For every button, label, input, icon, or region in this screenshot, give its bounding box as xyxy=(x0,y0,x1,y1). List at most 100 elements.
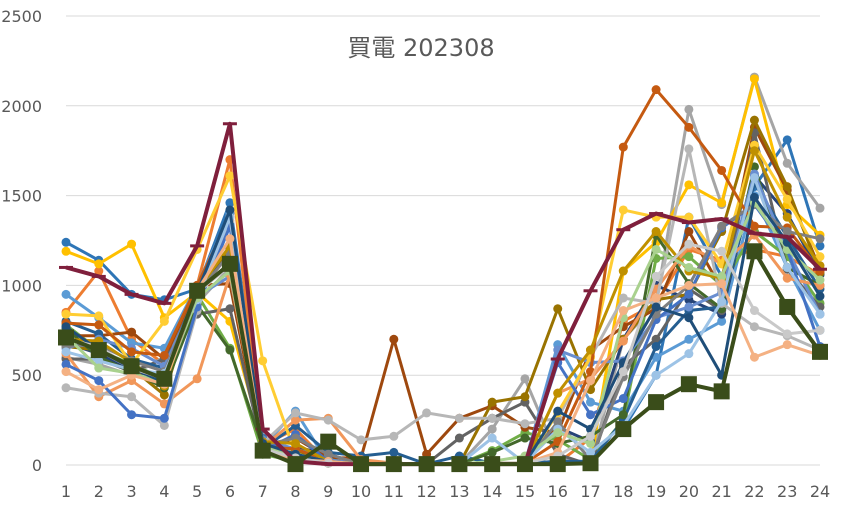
data-point xyxy=(553,388,563,398)
data-point xyxy=(159,390,169,400)
data-point xyxy=(782,158,792,168)
data-point xyxy=(225,304,235,314)
data-point xyxy=(680,376,697,393)
y-tick-label: 2500 xyxy=(1,7,42,26)
data-point xyxy=(684,262,694,272)
x-tick-label: 24 xyxy=(810,482,830,500)
data-point xyxy=(287,456,304,473)
data-point xyxy=(90,342,107,359)
data-point xyxy=(651,85,661,95)
data-point xyxy=(192,374,202,384)
data-point xyxy=(520,392,530,402)
data-point xyxy=(749,192,759,202)
data-point xyxy=(159,420,169,430)
data-point xyxy=(684,122,694,132)
data-point xyxy=(586,447,596,457)
data-point xyxy=(684,280,694,290)
data-point xyxy=(717,165,727,175)
data-point xyxy=(651,341,661,351)
y-tick-label: 1500 xyxy=(1,187,42,206)
x-tick-label: 16 xyxy=(548,482,568,500)
data-point xyxy=(684,144,694,154)
data-point xyxy=(553,304,563,314)
data-point xyxy=(94,385,104,395)
data-point xyxy=(94,259,104,269)
data-point xyxy=(254,442,271,459)
data-point xyxy=(618,266,628,276)
data-point xyxy=(618,336,628,346)
data-point xyxy=(389,431,399,441)
data-point xyxy=(156,370,173,387)
data-point xyxy=(61,383,71,393)
data-point xyxy=(615,421,632,438)
data-point xyxy=(782,262,792,272)
data-point xyxy=(127,410,137,420)
data-point xyxy=(389,447,399,457)
data-point xyxy=(582,455,599,472)
data-point xyxy=(618,306,628,316)
data-point xyxy=(815,275,825,285)
data-point xyxy=(159,413,169,423)
data-point xyxy=(717,279,727,289)
data-point xyxy=(290,408,300,418)
x-tick-label: 11 xyxy=(384,482,404,500)
data-point xyxy=(749,352,759,362)
data-point xyxy=(61,367,71,377)
data-point xyxy=(749,146,759,156)
data-point xyxy=(225,205,235,215)
data-point xyxy=(258,356,268,366)
x-tick-label: 12 xyxy=(416,482,436,500)
data-point xyxy=(782,227,792,237)
x-tick-label: 9 xyxy=(323,482,333,500)
data-point xyxy=(61,359,71,369)
data-point xyxy=(487,397,497,407)
data-point xyxy=(385,456,402,473)
data-point xyxy=(782,182,792,192)
data-point xyxy=(749,306,759,316)
x-tick-label: 3 xyxy=(126,482,136,500)
data-point xyxy=(782,194,792,204)
y-tick-label: 0 xyxy=(32,456,42,475)
x-tick-label: 21 xyxy=(711,482,731,500)
data-point xyxy=(389,334,399,344)
y-axis-ticks: 0 500 1000 1500 2000 2500 xyxy=(1,7,42,475)
x-tick-label: 8 xyxy=(290,482,300,500)
data-point xyxy=(684,239,694,249)
data-point xyxy=(553,417,563,427)
data-point xyxy=(127,347,137,357)
data-point xyxy=(717,297,727,307)
series-21 xyxy=(61,173,825,469)
data-point xyxy=(586,410,596,420)
data-point xyxy=(94,363,104,373)
data-point xyxy=(418,456,435,473)
x-tick-label: 7 xyxy=(258,482,268,500)
x-tick-label: 17 xyxy=(580,482,600,500)
data-point xyxy=(127,327,137,337)
data-point xyxy=(746,243,763,260)
data-point xyxy=(159,316,169,326)
data-point xyxy=(651,334,661,344)
x-tick-label: 22 xyxy=(744,482,764,500)
x-tick-label: 18 xyxy=(613,482,633,500)
series-27 xyxy=(58,243,828,473)
data-point xyxy=(123,358,140,375)
x-tick-label: 1 xyxy=(61,482,71,500)
data-point xyxy=(225,171,235,181)
data-point xyxy=(717,246,727,256)
data-point xyxy=(749,173,759,183)
data-point xyxy=(487,413,497,423)
data-point xyxy=(61,237,71,247)
data-point xyxy=(61,246,71,256)
data-point xyxy=(520,433,530,443)
x-tick-label: 5 xyxy=(192,482,202,500)
data-point xyxy=(684,180,694,190)
data-point xyxy=(553,428,563,438)
data-point xyxy=(684,252,694,262)
data-point xyxy=(684,302,694,312)
data-point xyxy=(782,212,792,222)
data-point xyxy=(815,325,825,335)
data-point xyxy=(454,413,464,423)
data-point xyxy=(651,244,661,254)
data-point xyxy=(618,367,628,377)
